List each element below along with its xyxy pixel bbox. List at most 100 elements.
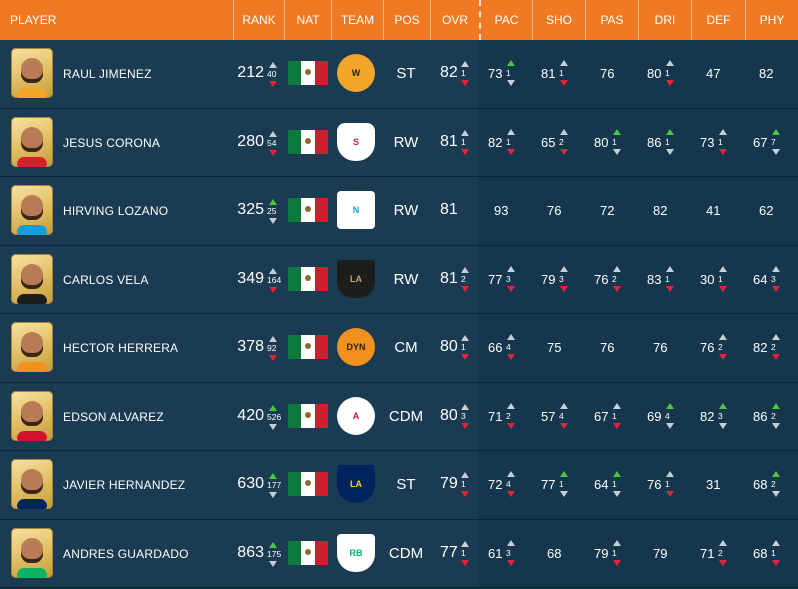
mexico-flag-icon: [288, 472, 328, 496]
column-header-phy[interactable]: PHY: [745, 0, 798, 40]
stat-pac-cell: 77 3: [488, 246, 540, 314]
column-header-sho[interactable]: SHO: [532, 0, 585, 40]
stat-down-icon: [666, 80, 674, 86]
player-card-icon[interactable]: [11, 527, 53, 578]
stat-def-value: 73: [700, 134, 715, 150]
player-card-icon[interactable]: [11, 253, 53, 304]
column-header-ovr[interactable]: OVR: [430, 0, 479, 40]
stat-delta: 2: [718, 342, 723, 352]
stat-up-icon: [719, 334, 727, 340]
table-row[interactable]: HIRVING LOZANO 325 25 N RW 81 93 76 72 82 41 62: [0, 177, 798, 246]
ovr-up-icon: [461, 335, 469, 341]
stat-up-icon: [560, 402, 568, 409]
stat-pac-value: 73: [488, 66, 503, 81]
stat-dri-value: 79: [653, 545, 668, 561]
column-header-team[interactable]: TEAM: [331, 0, 383, 40]
stat-dri-value: 69: [647, 408, 662, 424]
player-shirt-icon: [17, 430, 47, 441]
stat-dri-value: 80: [647, 66, 662, 81]
row-stats-background: [478, 451, 798, 519]
rank-down-icon: [269, 149, 277, 156]
stat-up-icon: [772, 334, 780, 340]
stat-phy-cell: 68 2: [753, 451, 798, 519]
column-header-pos[interactable]: POS: [383, 0, 430, 40]
player-name[interactable]: JAVIER HERNANDEZ: [63, 478, 186, 492]
stat-delta: 2: [506, 410, 511, 421]
table-row[interactable]: EDSON ALVAREZ 420 526 A CDM 80 3 71 2 57 4 67 1 69 4 82…: [0, 382, 798, 451]
ajax-crest-icon[interactable]: A: [337, 396, 375, 435]
betis-crest-icon[interactable]: RB: [337, 533, 375, 572]
player-name[interactable]: HECTOR HERRERA: [63, 341, 179, 355]
rank-down-icon: [269, 423, 277, 430]
player-name[interactable]: CARLOS VELA: [63, 272, 149, 287]
player-card-icon[interactable]: [11, 116, 53, 167]
table-row[interactable]: JAVIER HERNANDEZ 630 177 LA ST 79 1 72 4 77 1 64 1 76…: [0, 451, 798, 520]
player-shirt-icon: [17, 362, 47, 372]
column-header-pac[interactable]: PAC: [479, 0, 532, 40]
la-galaxy-crest-icon[interactable]: LA: [337, 465, 375, 503]
table-row[interactable]: ANDRES GUARDADO 863 175 RB CDM 77 1 61 3 68 79 1 79 7…: [0, 519, 798, 588]
rank-cell: 863 175: [232, 520, 284, 588]
stat-delta: 2: [771, 410, 776, 421]
stat-pas-cell: 76: [600, 314, 652, 382]
table-row[interactable]: HECTOR HERRERA 378 92 DYN CM 80 1 66 4 75 76 76 76 2 8…: [0, 314, 798, 383]
ovr-cell: 81 2: [430, 246, 478, 314]
column-header-player[interactable]: PLAYER: [10, 13, 57, 27]
stat-up-icon: [560, 128, 568, 135]
player-name[interactable]: JESUS CORONA: [63, 135, 161, 150]
stat-phy-value: 68: [753, 545, 768, 561]
stat-sho-cell: 57 4: [541, 383, 593, 451]
stat-delta: 1: [506, 68, 511, 78]
stat-def-value: 76: [700, 340, 715, 355]
stat-down-icon: [719, 285, 727, 292]
napoli-crest-icon[interactable]: N: [337, 191, 375, 229]
column-header-dri[interactable]: DRI: [638, 0, 691, 40]
player-name[interactable]: HIRVING LOZANO: [63, 204, 169, 218]
sevilla-crest-icon[interactable]: S: [337, 122, 375, 161]
stat-pas-cell: 76: [600, 40, 652, 108]
stat-pac-cell: 71 2: [488, 383, 540, 451]
rank-up-icon: [269, 404, 277, 411]
ovr-value: 81: [440, 269, 458, 287]
stat-pas-cell: 76 2: [594, 246, 646, 314]
stat-up-icon: [507, 471, 515, 477]
player-name[interactable]: ANDRES GUARDADO: [63, 546, 189, 561]
player-card-icon[interactable]: [11, 459, 53, 509]
table-row[interactable]: RAUL JIMENEZ 212 40 W ST 82 1 73 1 81 1 76 80 1 47 82: [0, 40, 798, 109]
lafc-crest-icon[interactable]: LA: [337, 259, 375, 298]
column-header-def[interactable]: DEF: [691, 0, 745, 40]
stat-def-value: 31: [706, 477, 721, 492]
stat-down-icon: [666, 422, 674, 429]
ovr-delta: 3: [461, 410, 466, 421]
player-name[interactable]: EDSON ALVAREZ: [63, 409, 164, 424]
stat-pas-cell: 67 1: [594, 383, 646, 451]
ovr-down-icon: [461, 354, 469, 360]
column-header-pas[interactable]: PAS: [585, 0, 638, 40]
wolves-crest-icon[interactable]: W: [337, 54, 375, 92]
stat-phy-cell: 64 3: [753, 246, 798, 314]
rank-cell: 212 40: [232, 40, 284, 108]
column-header-rank[interactable]: RANK: [233, 0, 284, 40]
rank-down-icon: [269, 218, 277, 224]
stat-pas-value: 72: [600, 203, 615, 218]
stat-down-icon: [772, 491, 780, 497]
stat-up-icon: [613, 539, 621, 546]
player-name[interactable]: RAUL JIMENEZ: [63, 67, 152, 81]
stat-down-icon: [666, 148, 674, 155]
stat-down-icon: [613, 422, 621, 429]
player-card-icon[interactable]: [11, 390, 53, 441]
player-card-icon[interactable]: [11, 322, 53, 372]
row-left-background: [0, 314, 478, 382]
player-card-icon[interactable]: [11, 185, 53, 235]
stat-pas-cell: 80 1: [594, 109, 646, 177]
stat-delta: 1: [612, 136, 617, 147]
column-header-nat[interactable]: NAT: [284, 0, 331, 40]
mexico-flag-icon: [288, 335, 328, 359]
player-card-icon[interactable]: [11, 48, 53, 98]
table-row[interactable]: JESUS CORONA 280 54 S RW 81 1 82 1 65 2 80 1 86 1 73 1 67…: [0, 108, 798, 177]
dynamo-crest-icon[interactable]: DYN: [337, 328, 375, 366]
rank-delta: 164: [267, 274, 282, 285]
table-row[interactable]: CARLOS VELA 349 164 LA RW 81 2 77 3 79 3 76 2 83 1 30 1 6…: [0, 245, 798, 314]
stat-down-icon: [560, 285, 568, 292]
stat-down-icon: [560, 80, 568, 86]
